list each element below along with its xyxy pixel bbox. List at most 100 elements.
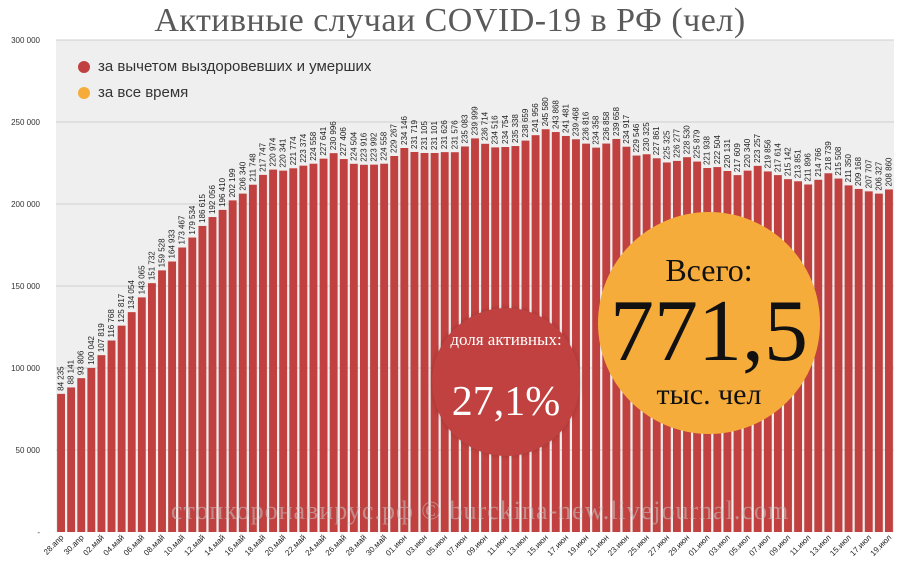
legend-swatch-total — [78, 86, 90, 99]
bar — [147, 283, 156, 532]
value-label: 229 267 — [390, 124, 399, 153]
value-label: 230 996 — [329, 121, 338, 150]
value-label: 220 131 — [723, 139, 732, 168]
bar — [420, 152, 429, 532]
bar — [824, 173, 833, 532]
x-tick-label: 19.июн — [566, 533, 591, 558]
x-tick-label: 25.июн — [626, 533, 651, 558]
value-label: 235 338 — [511, 114, 520, 143]
x-tick-label: 14.май — [203, 533, 227, 557]
value-label: 211 748 — [248, 153, 257, 182]
x-tick-label: 13.июн — [505, 533, 530, 558]
value-label: 239 999 — [471, 106, 480, 135]
value-label: 217 609 — [733, 143, 742, 172]
value-label: 208 860 — [884, 157, 893, 186]
value-label: 93 806 — [77, 350, 86, 375]
value-label: 223 374 — [299, 133, 308, 162]
value-label: 236 714 — [481, 111, 490, 140]
bar — [390, 156, 399, 532]
x-tick-label: 26.май — [324, 533, 348, 557]
y-tick-label: 200 000 — [11, 200, 40, 209]
bar — [582, 143, 590, 532]
value-label: 231 101 — [430, 121, 439, 150]
x-tick-label: 10.май — [162, 533, 186, 557]
y-tick-label: 100 000 — [11, 364, 40, 373]
value-label: 235 083 — [460, 114, 469, 143]
value-label: 234 146 — [400, 116, 409, 145]
bar — [360, 164, 368, 532]
bar — [158, 270, 166, 532]
bar — [57, 393, 65, 532]
value-label: 221 938 — [703, 136, 712, 165]
bar — [269, 169, 278, 532]
x-tick-label: 09.июл — [768, 533, 793, 558]
bar — [279, 170, 288, 533]
value-label: 179 534 — [188, 205, 197, 234]
bar — [592, 147, 601, 532]
value-label: 238 659 — [521, 108, 530, 137]
value-label: 211 350 — [844, 154, 853, 183]
legend-label-active: за вычетом выздоровевших и умерших — [98, 58, 372, 75]
value-label: 192 056 — [208, 185, 217, 214]
bar — [885, 189, 893, 532]
bar — [319, 158, 328, 532]
value-label: 224 504 — [349, 131, 358, 160]
x-tick-label: 30.май — [364, 533, 388, 557]
x-tick-label: 29.июн — [667, 533, 692, 558]
value-label: 245 580 — [541, 97, 550, 126]
value-label: 88 141 — [67, 359, 76, 384]
bar — [198, 225, 207, 532]
bar — [289, 168, 298, 532]
value-label: 229 546 — [632, 123, 641, 152]
bar — [127, 312, 136, 532]
x-tick-label: 02.май — [81, 533, 105, 557]
x-tick-label: 28.май — [344, 533, 368, 557]
value-label: 220 974 — [269, 137, 278, 166]
value-label: 223 992 — [370, 132, 379, 161]
x-tick-label: 09.июн — [465, 533, 490, 558]
active-share-value: 27,1% — [451, 379, 561, 425]
value-label: 227 641 — [319, 126, 328, 155]
total-value: 771,5 — [610, 283, 808, 380]
value-label: 159 528 — [158, 238, 167, 267]
value-label: 234 358 — [592, 115, 601, 144]
x-tick-label: 01.июн — [384, 533, 409, 558]
legend-item-active: за вычетом выздоровевших и умерших — [78, 58, 371, 75]
bar — [400, 148, 409, 533]
active-share-label: доля активных: — [450, 330, 562, 349]
value-label: 209 168 — [854, 156, 863, 185]
bar — [178, 247, 187, 533]
value-label: 196 410 — [218, 177, 227, 206]
bar — [218, 209, 227, 532]
x-tick-label: 15.июл — [828, 533, 853, 558]
bar — [208, 217, 217, 533]
value-label: 215 142 — [783, 147, 792, 176]
x-tick-label: 13.июл — [808, 533, 833, 558]
bar — [874, 193, 883, 532]
value-label: 164 933 — [168, 229, 177, 258]
value-label: 173 467 — [178, 215, 187, 244]
value-label: 241 956 — [531, 103, 540, 132]
y-tick-label: 250 000 — [11, 118, 40, 127]
bar — [864, 191, 873, 532]
value-label: 213 851 — [794, 149, 803, 178]
x-tick-label: 18.май — [243, 533, 267, 557]
value-label: 134 054 — [127, 280, 136, 309]
bar — [834, 178, 843, 532]
x-tick-label: 06.май — [122, 533, 146, 557]
value-label: 227 406 — [339, 127, 348, 156]
value-label: 206 327 — [874, 161, 883, 190]
value-label: 220 340 — [743, 138, 752, 167]
x-tick-label: 22.май — [283, 533, 307, 557]
bar — [572, 139, 580, 533]
value-label: 226 277 — [672, 128, 681, 157]
value-label: 225 879 — [693, 129, 702, 158]
x-tick-label: 12.май — [182, 533, 206, 557]
legend-label-total: за все время — [98, 84, 189, 101]
bar — [77, 378, 86, 532]
bar — [370, 164, 378, 532]
value-label: 225 325 — [662, 130, 671, 159]
total-label: Всего: — [665, 252, 753, 288]
x-tick-label: 19.июл — [869, 533, 894, 558]
x-tick-label: 21.июн — [586, 533, 611, 558]
